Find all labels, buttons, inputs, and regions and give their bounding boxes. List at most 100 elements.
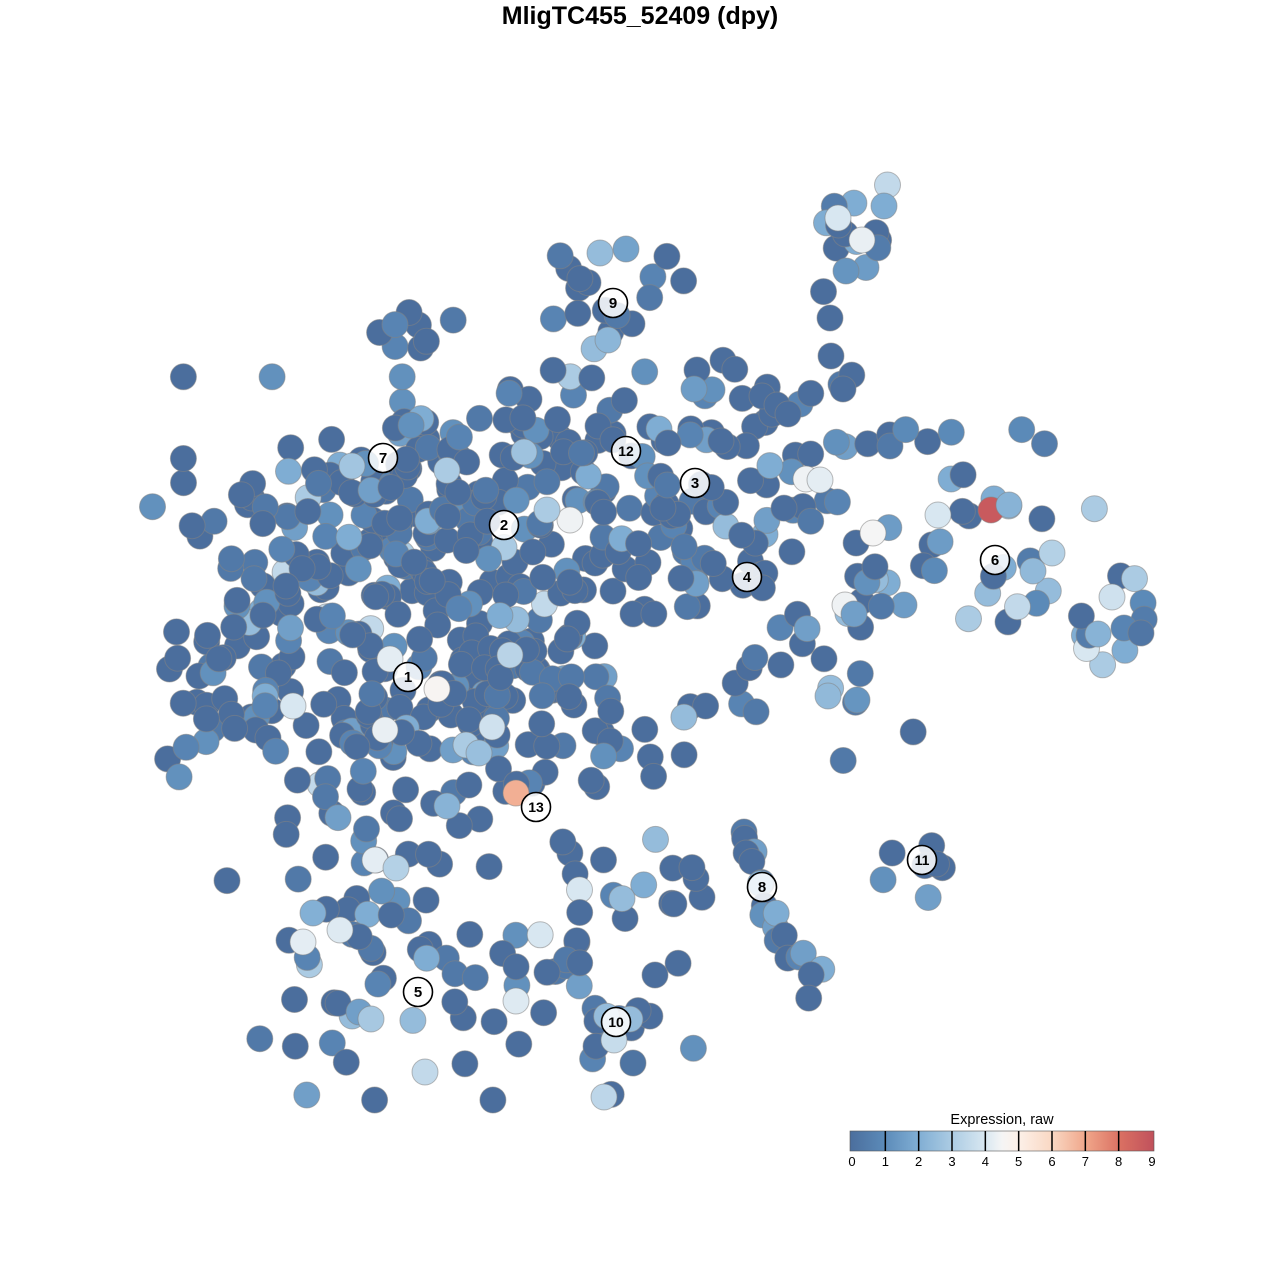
data-point	[262, 737, 290, 765]
data-point	[797, 961, 825, 989]
data-point	[299, 899, 327, 927]
data-point	[556, 506, 584, 534]
data-point	[539, 356, 567, 384]
data-point	[312, 522, 340, 550]
data-point	[806, 466, 834, 494]
data-point	[530, 999, 558, 1027]
color-legend: Expression, raw 0 1 2 3 4 5 6 7 8 9	[848, 1112, 1155, 1169]
data-point	[268, 535, 296, 563]
data-point	[640, 600, 668, 628]
data-point	[164, 644, 192, 672]
data-point	[452, 537, 480, 564]
data-point	[843, 686, 871, 714]
data-point	[926, 528, 954, 556]
data-point	[456, 920, 484, 948]
data-point	[670, 741, 698, 769]
data-point	[594, 326, 622, 354]
data-point	[221, 714, 249, 742]
data-point	[475, 853, 503, 881]
data-point	[555, 683, 583, 711]
data-point	[653, 242, 681, 270]
cluster-label-circle	[367, 442, 399, 474]
data-point	[568, 439, 595, 467]
data-point	[670, 267, 698, 295]
cluster-label: 7	[379, 450, 387, 467]
data-point	[869, 866, 897, 894]
data-point	[479, 1086, 507, 1114]
data-point	[870, 192, 898, 220]
data-point	[631, 715, 659, 743]
data-point	[272, 820, 300, 848]
data-point	[810, 278, 837, 306]
data-point	[423, 675, 451, 703]
data-point	[386, 504, 414, 532]
data-point	[937, 418, 965, 446]
data-point	[466, 404, 493, 432]
data-point	[377, 901, 405, 929]
data-point	[1098, 583, 1126, 611]
data-point	[914, 884, 942, 911]
data-point	[455, 771, 483, 799]
data-point	[445, 423, 473, 451]
cluster-label-circle	[610, 435, 642, 467]
cluster-label-circle	[488, 509, 520, 541]
data-point	[294, 498, 322, 525]
data-point	[289, 928, 317, 956]
data-point	[810, 645, 838, 673]
data-point	[533, 496, 561, 524]
data-point	[332, 1048, 360, 1076]
data-point	[465, 739, 493, 767]
data-point	[371, 716, 399, 744]
data-point	[434, 502, 462, 530]
legend-tick-label: 6	[1048, 1154, 1055, 1169]
data-point	[388, 363, 416, 391]
data-point	[510, 438, 538, 466]
data-point	[281, 1032, 309, 1060]
data-point	[616, 494, 643, 522]
data-point	[400, 548, 428, 576]
data-point	[878, 839, 906, 867]
data-point	[293, 1081, 321, 1109]
legend-tick-label: 7	[1082, 1154, 1089, 1169]
data-point	[920, 557, 948, 585]
data-point	[574, 462, 602, 490]
data-point	[258, 363, 286, 391]
data-point	[741, 644, 769, 671]
data-point	[502, 486, 530, 514]
data-point	[411, 1058, 439, 1086]
data-point	[642, 825, 669, 853]
data-point	[220, 613, 248, 641]
data-point	[406, 625, 434, 653]
legend-gradient-bar	[849, 1130, 1155, 1152]
data-point	[890, 591, 918, 619]
data-point	[667, 564, 695, 592]
data-point	[995, 491, 1023, 519]
data-point	[338, 452, 366, 480]
data-point	[1121, 565, 1148, 593]
data-point	[625, 530, 652, 558]
data-point	[1038, 539, 1066, 567]
data-point	[349, 757, 377, 785]
data-point	[445, 595, 473, 623]
data-point	[279, 692, 307, 720]
data-point	[165, 763, 193, 791]
data-point	[1031, 430, 1058, 458]
data-point	[361, 1086, 389, 1114]
data-point	[660, 890, 688, 918]
legend-tick-label: 3	[948, 1154, 955, 1169]
data-point	[948, 497, 976, 525]
data-point	[284, 865, 312, 893]
data-point	[556, 568, 584, 596]
data-point	[533, 732, 561, 760]
data-point	[641, 961, 669, 989]
data-point	[249, 510, 277, 538]
data-point	[377, 474, 405, 501]
data-point	[455, 706, 483, 734]
data-point	[505, 1030, 533, 1058]
data-point	[640, 762, 668, 790]
data-point	[318, 602, 346, 630]
data-point	[770, 494, 798, 522]
data-point	[486, 602, 514, 629]
cluster-label-circle	[979, 544, 1011, 576]
